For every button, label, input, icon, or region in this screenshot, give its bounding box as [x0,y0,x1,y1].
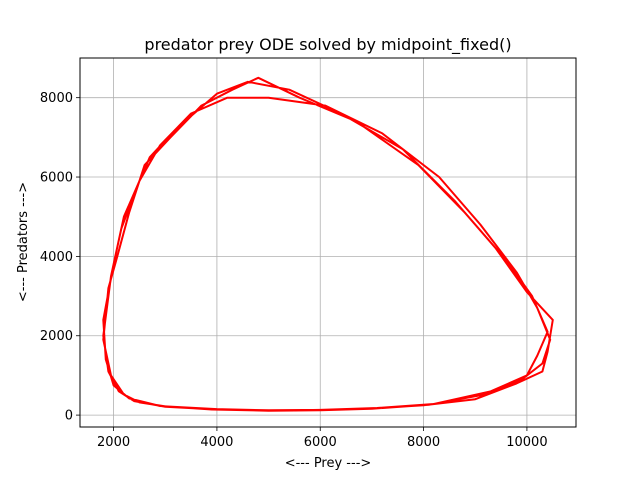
x-axis-ticks: 2000 4000 6000 8000 10000 [97,427,548,450]
y-axis-ticks: 0 2000 4000 6000 8000 [40,91,80,424]
x-axis-label: <--- Prey ---> [285,456,372,471]
x-tick-label: 2000 [97,435,130,450]
x-tick-label: 10000 [506,435,547,450]
y-tick-label: 2000 [40,329,73,344]
series-line [102,76,554,412]
y-tick-label: 6000 [40,171,73,186]
x-tick-label: 4000 [200,435,233,450]
y-tick-label: 0 [65,409,73,424]
x-tick-label: 8000 [407,435,440,450]
series-layer [102,76,554,412]
y-tick-label: 8000 [40,91,73,106]
y-axis-label: <--- Predators ---> [16,182,31,302]
chart-title: predator prey ODE solved by midpoint_fix… [144,35,511,55]
x-tick-label: 6000 [304,435,337,450]
plot-frame [79,57,577,428]
grid [80,58,576,427]
y-tick-label: 4000 [40,250,73,265]
